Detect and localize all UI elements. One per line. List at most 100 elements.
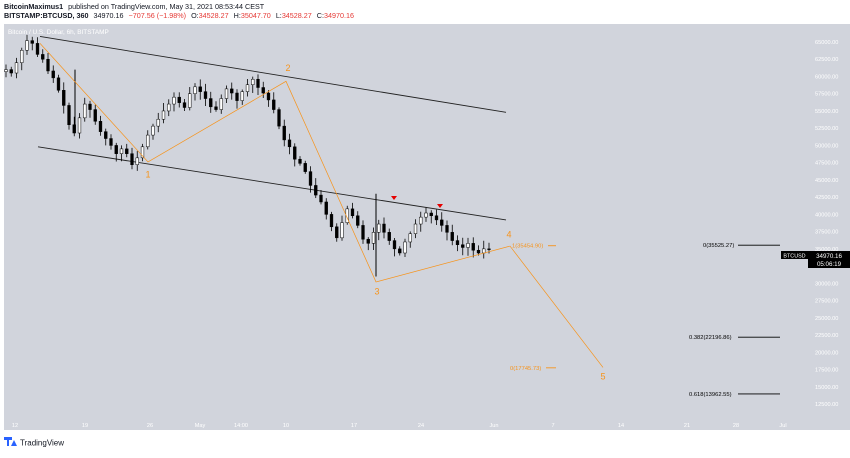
candle-body	[293, 146, 297, 160]
candle-body	[177, 96, 181, 103]
candle-body	[67, 105, 71, 125]
candle-body	[146, 134, 150, 148]
fib-label: 0.618(13962.55)	[689, 392, 732, 398]
fib-label: 0(35525.27)	[703, 243, 734, 249]
candle-body	[151, 125, 155, 136]
candle-body	[98, 121, 103, 132]
y-tick-label: 25000.00	[815, 316, 838, 322]
red-marker-1	[391, 196, 397, 200]
candle-body	[83, 103, 87, 119]
candle-body	[382, 223, 386, 233]
candle-body	[172, 96, 176, 105]
y-tick-label: 40000.00	[815, 212, 838, 218]
open-value: 34528.27	[199, 11, 229, 20]
candle-body	[413, 223, 418, 234]
y-tick-label: 52500.00	[815, 126, 838, 132]
wave-label-4: 4	[506, 229, 511, 239]
x-tick-label: 28	[733, 423, 739, 429]
elliott-wave: 1 2 3 4 5	[39, 43, 606, 381]
candle-body	[482, 248, 486, 254]
candle-body	[476, 249, 481, 254]
tradingview-logo[interactable]: TradingView	[4, 437, 64, 448]
y-tick-label: 65000.00	[815, 40, 838, 46]
candle-body	[308, 171, 313, 186]
x-tick-label: 21	[684, 423, 690, 429]
wave-label-5: 5	[600, 371, 605, 381]
close-value: 34970.16	[324, 11, 354, 20]
price-axis[interactable]	[807, 24, 850, 430]
x-tick-label: 12	[12, 423, 18, 429]
price-tag-text: 34970.16	[816, 253, 842, 260]
price-change: −707.56 (−1.98%)	[129, 11, 187, 20]
y-tick-label: 15000.00	[815, 385, 838, 391]
candle-body	[125, 148, 129, 154]
countdown-text: 05:06:19	[817, 261, 842, 268]
open-label: O:	[191, 11, 199, 20]
candle-body	[198, 86, 202, 92]
candle-body	[41, 54, 45, 60]
candle-body	[140, 146, 145, 159]
candle-body	[471, 243, 475, 251]
candle-body	[167, 103, 171, 112]
candle-body	[345, 208, 349, 223]
candle-body	[398, 248, 402, 254]
candle-body	[261, 87, 265, 94]
candle-body	[20, 50, 24, 63]
chart-header: BitcoinMaximus1 published on TradingView…	[4, 2, 354, 20]
x-tick-label: 7	[551, 423, 554, 429]
candle-body	[93, 109, 97, 122]
candle-body	[371, 232, 376, 244]
tradingview-logo-text: TradingView	[20, 439, 64, 448]
candle-body	[240, 91, 244, 101]
red-marker-2	[437, 204, 443, 208]
symbol-tag	[781, 251, 808, 259]
candle-body	[356, 215, 360, 226]
candle-body	[450, 232, 454, 241]
candle-body	[303, 163, 307, 172]
plot-area[interactable]	[4, 24, 807, 430]
symbol-line: BITSTAMP:BTCUSD, 360	[4, 11, 89, 20]
high-label: H:	[234, 11, 241, 20]
candle-body	[272, 99, 276, 110]
svg-text:BitcoinMaximus1 publis: BitcoinMaximus1 published on TradingView…	[4, 2, 265, 11]
y-tick-label: 42500.00	[815, 195, 838, 201]
wave-label-2: 2	[285, 63, 290, 73]
candle-body	[466, 243, 470, 248]
candle-body	[88, 103, 92, 110]
candle-body	[72, 124, 76, 134]
candle-body	[114, 145, 118, 154]
candle-body	[119, 148, 124, 154]
candle-body	[235, 92, 239, 101]
candle-body	[4, 69, 8, 72]
candle-body	[392, 240, 397, 250]
x-tick-label: Jul	[779, 423, 786, 429]
candle-body	[214, 106, 218, 110]
candle-body	[282, 125, 286, 141]
channel-upper-line	[39, 36, 507, 113]
candle-body	[251, 78, 255, 86]
candle-body	[440, 219, 444, 226]
candle-body	[377, 223, 381, 233]
candle-body	[35, 43, 40, 55]
x-axis-ticks: 12 19 26 May 14:00 10 17 24 Jun 7 14 21 28 Jul	[12, 423, 787, 429]
symbol-tag-text: BTCUSD	[783, 253, 805, 259]
candle-body	[14, 62, 19, 74]
candle-body	[314, 185, 318, 196]
wave-path	[39, 43, 604, 368]
candle-body	[156, 118, 160, 127]
candle-body	[361, 225, 365, 240]
current-price-label: BTCUSD 34970.16 05:06:19	[781, 251, 850, 268]
wave-label-1: 1	[145, 169, 150, 179]
candle-body	[104, 131, 108, 139]
candle-body	[182, 102, 187, 108]
candle-body	[135, 157, 139, 165]
x-tick-label: 24	[418, 423, 424, 429]
candles	[4, 34, 491, 277]
y-tick-label: 55000.00	[815, 109, 838, 115]
candle-body	[245, 84, 250, 92]
candle-body	[9, 69, 13, 74]
x-tick-label: 19	[82, 423, 88, 429]
y-tick-label: 12500.00	[815, 402, 838, 408]
candle-body	[256, 78, 260, 88]
